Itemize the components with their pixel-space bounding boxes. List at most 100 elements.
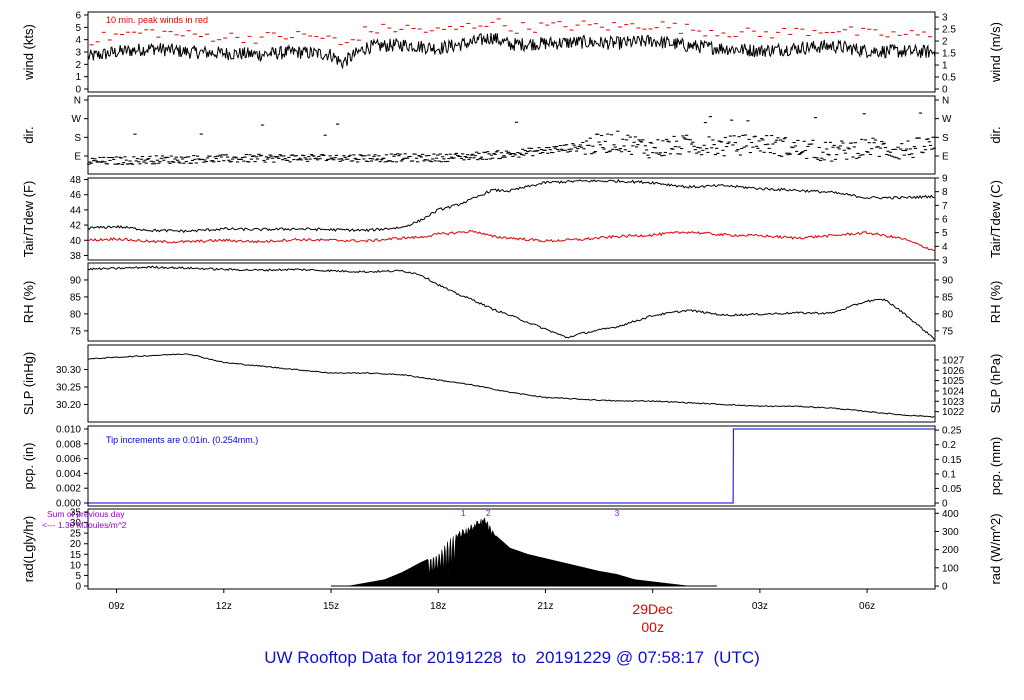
hour-marker-label: 3: [615, 509, 620, 518]
series-tdew: [87, 229, 935, 251]
panel-wind: wind (kts) wind (m/s)012345600.511.522.53…: [21, 11, 1003, 96]
panel-frame: [87, 95, 936, 175]
y-tick-label-right: 0: [942, 85, 948, 96]
y-axis-label-left: RH (%): [21, 281, 36, 324]
y-tick-label-left: 44: [70, 205, 82, 216]
y-tick-label-left: 15: [70, 550, 82, 561]
x-tick-label: 18z: [430, 601, 446, 612]
y-axis-label-right: pcp. (mm): [988, 437, 1003, 496]
y-axis-label-left: dir.: [21, 126, 36, 143]
y-tick-label-right: 2.5: [942, 25, 956, 36]
wind-series-line: [87, 32, 936, 70]
y-tick-label-right: 0: [942, 499, 948, 510]
footer-end-date: 20191229: [535, 648, 612, 667]
x-tick-label: 03z: [752, 601, 768, 612]
x-tick-label: 09z: [109, 601, 125, 612]
y-tick-label-right: 1025: [942, 376, 965, 387]
y-tick-label-left: 30.20: [56, 400, 81, 411]
panel-rh: RH (%) RH (%) 75 80 85 90 75 80 85 90: [21, 262, 1003, 342]
y-axis-label-right: SLP (hPa): [988, 354, 1003, 414]
y-tick-label-left: 6: [75, 11, 81, 22]
x-axis: 09z 12z 15z 18z 21z 29Dec 00z 03z 06z: [109, 589, 875, 635]
footer-at: @: [615, 648, 634, 667]
y-tick-label-right: 0.5: [942, 73, 956, 84]
y-tick-label-right: E: [942, 152, 949, 163]
y-tick-label-left: 80: [70, 309, 82, 320]
y-tick-label-left: 1: [75, 72, 81, 83]
footer-to: to: [511, 648, 527, 667]
y-tick-label-left: E: [74, 152, 81, 163]
pcp-series-line: [88, 428, 935, 504]
y-tick-label-right: 0: [942, 582, 948, 593]
footer-time: 07:58:17: [637, 648, 705, 667]
y-tick-label-right: 1024: [942, 386, 965, 397]
y-axis-label-right: wind (m/s): [988, 22, 1003, 83]
y-axis-label-left: wind (kts): [21, 24, 36, 81]
y-tick-label-left: 20: [70, 539, 82, 550]
y-tick-label-left: 0.004: [56, 469, 81, 480]
y-tick-label-left: 75: [70, 326, 82, 337]
slp-series-line: [87, 353, 935, 418]
y-tick-label-right: 1023: [942, 397, 965, 408]
y-axis-label-right: dir.: [988, 126, 1003, 143]
y-tick-label-left: 0.010: [56, 425, 81, 436]
y-axis-label-left: rad(Lgly/hr): [21, 516, 36, 582]
series-tair: [87, 178, 935, 234]
footer-timezone: (UTC): [713, 648, 760, 667]
y-tick-label-right: 4: [942, 242, 948, 253]
y-tick-label-left: 40: [70, 236, 82, 247]
y-tick-label-right: 1022: [942, 407, 965, 418]
y-tick-label-left: 5: [75, 23, 81, 34]
y-tick-label-right: 1026: [942, 366, 965, 377]
y-tick-label-right: 80: [942, 309, 954, 320]
chart-panels: wind (kts) wind (m/s)012345600.511.522.53…: [21, 11, 1003, 636]
y-tick-label-left: 85: [70, 292, 82, 303]
y-tick-label-left: 0.002: [56, 484, 81, 495]
panel-pcp: pcp. (in) pcp. (mm) 0.000 0.002 0.004 0.006 0.…: [21, 425, 1003, 510]
y-tick-label-left: 0.006: [56, 454, 81, 465]
y-tick-label-right: 90: [942, 275, 954, 286]
y-tick-label-left: 42: [70, 221, 82, 232]
panel-frame: [87, 425, 936, 507]
footer-start-date: 20191228: [426, 648, 503, 667]
y-tick-label-right: 0.05: [942, 484, 962, 495]
rh-series-line: [87, 265, 935, 340]
chart-footer-title: UW Rooftop Data for 20191228 to 20191229…: [0, 648, 1024, 668]
hour-marker-label: 1: [461, 509, 466, 518]
y-tick-label-right: N: [942, 96, 949, 107]
y-tick-label-left: N: [74, 96, 81, 107]
panel-dir: dir. dir.E ES SW WN N: [21, 95, 1003, 175]
y-tick-label-right: 1.5: [942, 49, 956, 60]
x-major-label-hour: 00z: [641, 619, 664, 635]
panel-frame: [87, 344, 936, 423]
x-major-label-date: 29Dec: [632, 601, 672, 617]
x-tick-label: 15z: [323, 601, 339, 612]
panel-frame: [87, 508, 936, 590]
y-tick-label-right: 75: [942, 326, 954, 337]
y-tick-label-left: 48: [70, 175, 82, 186]
y-tick-label-left: 4: [75, 35, 81, 46]
x-tick-label: 21z: [537, 601, 553, 612]
y-tick-label-right: 7: [942, 201, 948, 212]
y-tick-label-left: 46: [70, 190, 82, 201]
y-tick-label-right: 6: [942, 215, 948, 226]
wind-annotation: 10 min. peak winds in red: [106, 15, 208, 25]
y-tick-label-right: 0.1: [942, 469, 956, 480]
y-axis-label-left: pcp. (in): [21, 443, 36, 490]
y-tick-label-left: 0.008: [56, 439, 81, 450]
y-tick-label-left: 38: [70, 251, 82, 262]
y-tick-label-right: 5: [942, 228, 948, 239]
y-tick-label-left: S: [74, 133, 81, 144]
y-axis-label-left: Tair/Tdew (F): [21, 181, 36, 258]
y-tick-label-right: 0.15: [942, 455, 962, 466]
y-tick-label-right: 3: [942, 256, 948, 267]
y-tick-label-left: 2: [75, 60, 81, 71]
y-axis-label-right: RH (%): [988, 281, 1003, 324]
y-tick-label-left: 3: [75, 48, 81, 59]
rad-annotation-line1: Sum of previous day: [47, 509, 125, 519]
x-tick-label: 12z: [216, 601, 232, 612]
y-tick-label-right: S: [942, 133, 949, 144]
y-tick-label-left: 0.000: [56, 499, 81, 510]
y-tick-label-right: 2: [942, 37, 948, 48]
